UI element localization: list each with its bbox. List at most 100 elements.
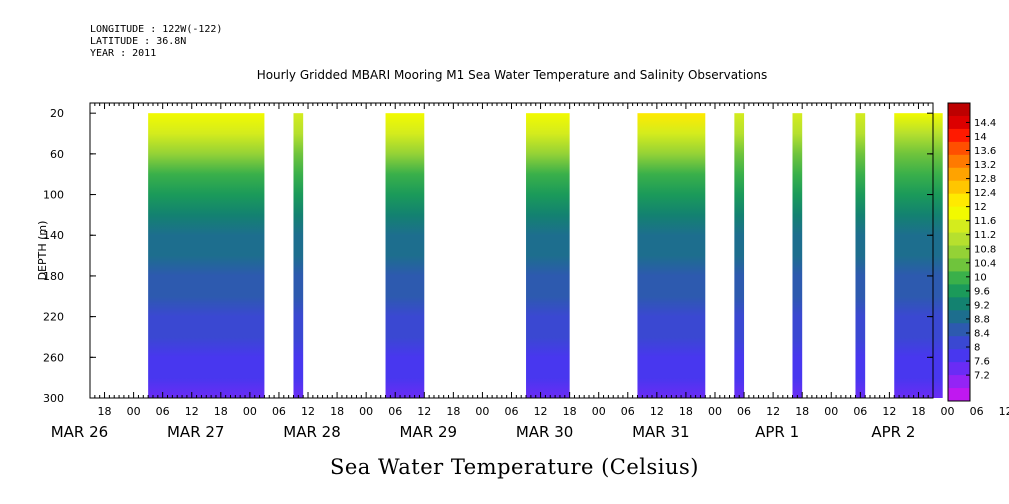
data-segment: [148, 113, 265, 398]
longitude-text: LONGITUDE : 122W(-122): [90, 24, 223, 35]
colorbar-label: 7.6: [974, 357, 990, 368]
x-date-label: APR 2: [871, 423, 915, 441]
x-hour-label: 12: [301, 405, 315, 418]
colorbar-label: 9.2: [974, 300, 990, 311]
x-hour-label: 12: [882, 405, 896, 418]
latitude-text: LATITUDE : 36.8N: [90, 36, 187, 47]
colorbar-band: [948, 206, 970, 221]
year-text: YEAR : 2011: [90, 48, 157, 59]
x-hour-label: 12: [534, 405, 548, 418]
y-tick-label: 180: [43, 270, 64, 283]
colorbar-label: 13.2: [974, 160, 996, 171]
x-hour-label: 18: [563, 405, 577, 418]
colorbar-label: 12.4: [974, 188, 996, 199]
data-segment: [734, 113, 745, 398]
colorbar-label: 8: [974, 343, 980, 354]
colorbar-label: 12.8: [974, 174, 996, 185]
x-hour-label: 00: [592, 405, 606, 418]
data-segment: [385, 113, 425, 398]
colorbar-label: 11.2: [974, 230, 996, 241]
colorbar-band: [948, 115, 970, 130]
colorbar-band: [948, 375, 970, 389]
y-tick-label: 100: [43, 189, 64, 202]
colorbar-label: 11.6: [974, 216, 996, 227]
plot-area: [148, 113, 943, 398]
x-hour-label: 18: [214, 405, 228, 418]
y-tick-label: 140: [43, 229, 64, 242]
x-date-label: MAR 27: [167, 423, 224, 441]
colorbar-band: [948, 362, 970, 376]
colorbar-band: [948, 323, 970, 337]
x-hour-label: 00: [127, 405, 141, 418]
x-hour-label: 00: [824, 405, 838, 418]
colorbar-band: [948, 219, 970, 234]
x-date-label: MAR 31: [632, 423, 689, 441]
colorbar-band: [948, 349, 970, 363]
x-hour-label: 12: [185, 405, 199, 418]
colorbar-label: 8.4: [974, 328, 990, 339]
x-date-label: MAR 28: [283, 423, 340, 441]
colorbar-band: [948, 297, 970, 311]
colorbar-band: [948, 284, 970, 298]
x-hour-label: 06: [737, 405, 751, 418]
colorbar-band: [948, 388, 970, 402]
x-hour-label: 06: [388, 405, 402, 418]
colorbar-band: [948, 258, 970, 272]
data-segment: [526, 113, 570, 398]
colorbar-label: 9.6: [974, 286, 990, 297]
x-hour-label: 00: [941, 405, 955, 418]
x-hour-label: 00: [475, 405, 489, 418]
x-date-label: APR 1: [755, 423, 799, 441]
colorbar-band: [948, 180, 970, 195]
colorbar-band: [948, 128, 970, 143]
x-hour-label: 12: [417, 405, 431, 418]
x-date-label: MAR 26: [51, 423, 108, 441]
x-hour-label: 06: [853, 405, 867, 418]
colorbar-label: 14: [974, 132, 987, 143]
data-segment: [855, 113, 866, 398]
y-tick-label: 300: [43, 392, 64, 405]
data-segment: [792, 113, 803, 398]
y-tick-label: 60: [50, 148, 64, 161]
colorbar-label: 12: [974, 202, 987, 213]
x-hour-label: 18: [330, 405, 344, 418]
x-hour-label: 18: [98, 405, 112, 418]
colorbar: 14.4 14 13.6 13.2 12.8 12.4 12 11.6 11.2 10.8 10.4…: [947, 102, 996, 402]
data-segment: [293, 113, 304, 398]
x-hour-label: 00: [243, 405, 257, 418]
x-hour-label: 00: [708, 405, 722, 418]
x-hour-label: 06: [505, 405, 519, 418]
colorbar-band: [948, 103, 970, 117]
colorbar-band: [948, 154, 970, 169]
x-date-label: MAR 29: [400, 423, 457, 441]
colorbar-frame: [947, 102, 971, 402]
x-hour-label: 12: [766, 405, 780, 418]
y-tick-label: 260: [43, 351, 64, 364]
colorbar-label: 13.6: [974, 146, 996, 157]
axes: 18 00 06 12 18 00 06 12 18 00 06 12 18 00 06 12 18 00 06 12…: [36, 102, 1009, 441]
x-hour-label: 18: [795, 405, 809, 418]
x-hour-label: 00: [359, 405, 373, 418]
data-segment: [637, 113, 706, 398]
x-hour-label: 06: [156, 405, 170, 418]
colorbar-label: 10.8: [974, 244, 996, 255]
x-hour-label: 06: [272, 405, 286, 418]
colorbar-band: [948, 271, 970, 285]
x-hour-label: 06: [621, 405, 635, 418]
colorbar-label: 10: [974, 272, 987, 283]
y-tick-label: 20: [50, 107, 64, 120]
x-hour-label: 18: [679, 405, 693, 418]
colorbar-band: [948, 310, 970, 324]
x-hour-label: 18: [446, 405, 460, 418]
x-hour-label: 12: [999, 405, 1009, 418]
x-hour-label: 12: [650, 405, 664, 418]
colorbar-band: [948, 232, 970, 247]
colorbar-band: [948, 141, 970, 156]
colorbar-band: [948, 336, 970, 350]
chart-title: Hourly Gridded MBARI Mooring M1 Sea Wate…: [256, 68, 768, 82]
x-date-label: MAR 30: [516, 423, 573, 441]
colorbar-label: 7.2: [974, 371, 990, 382]
y-tick-label: 220: [43, 311, 64, 324]
colorbar-band: [948, 245, 970, 259]
colorbar-caption: Sea Water Temperature (Celsius): [329, 455, 699, 479]
